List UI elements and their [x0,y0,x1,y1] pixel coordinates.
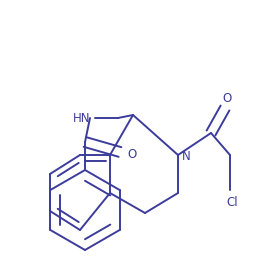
Text: O: O [222,92,232,104]
Text: N: N [182,151,190,163]
Text: Cl: Cl [226,195,238,209]
Text: HN: HN [73,112,91,124]
Text: O: O [127,147,137,160]
